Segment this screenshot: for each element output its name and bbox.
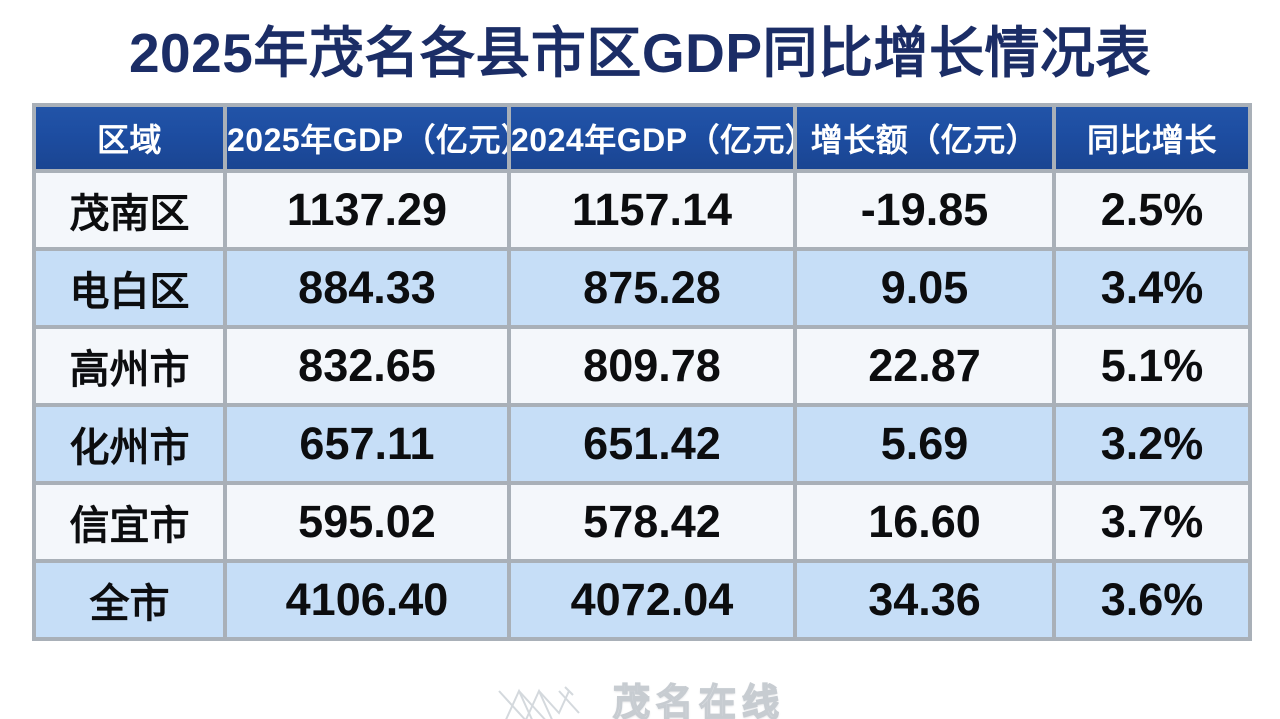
header-row: 区域 2025年GDP（亿元） 2024年GDP（亿元） 增长额（亿元） 同比增…: [32, 103, 1252, 174]
region-name: 高州市: [32, 325, 227, 408]
growth-amount-value: 9.05: [793, 247, 1056, 330]
table-row-maonan: 茂南区 1137.29 1157.14 -19.85 2.5%: [32, 169, 1252, 252]
watermark-site-name: 茂名在线: [612, 681, 785, 719]
gdp-2025-value: 832.65: [223, 325, 511, 408]
gdp-table: 区域 2025年GDP（亿元） 2024年GDP（亿元） 增长额（亿元） 同比增…: [32, 103, 1252, 642]
yoy-growth-value: 3.2%: [1052, 403, 1252, 486]
col-header-gdp-2025: 2025年GDP（亿元）: [223, 103, 511, 174]
growth-amount-value: 34.36: [793, 559, 1056, 642]
region-name: 化州市: [32, 403, 227, 486]
growth-amount-value: 5.69: [793, 403, 1056, 486]
gdp-2024-value: 1157.14: [507, 169, 797, 252]
gdp-table-container: 区域 2025年GDP（亿元） 2024年GDP（亿元） 增长额（亿元） 同比增…: [32, 103, 1252, 642]
gdmm-lattice-logo-icon: [498, 686, 580, 719]
region-name: 茂南区: [32, 169, 227, 252]
gdp-2025-value: 1137.29: [223, 169, 511, 252]
yoy-growth-value: 3.7%: [1052, 481, 1252, 564]
yoy-growth-value: 2.5%: [1052, 169, 1252, 252]
col-header-region: 区域: [32, 103, 227, 174]
gdp-2025-value: 4106.40: [223, 559, 511, 642]
region-name: 电白区: [32, 247, 227, 330]
growth-amount-value: -19.85: [793, 169, 1056, 252]
page-title: 2025年茂名各县市区GDP同比增长情况表: [128, 22, 1152, 84]
gdp-2025-value: 884.33: [223, 247, 511, 330]
table-row-citywide-total: 全市 4106.40 4072.04 34.36 3.6%: [32, 559, 1252, 642]
table-row-dianbai: 电白区 884.33 875.28 9.05 3.4%: [32, 247, 1252, 330]
yoy-growth-value: 3.6%: [1052, 559, 1252, 642]
gdp-2024-value: 875.28: [507, 247, 797, 330]
region-name: 全市: [32, 559, 227, 642]
watermark-text: 茂名在线 WWW.GDMM.COM: [612, 681, 785, 719]
gdp-2024-value: 809.78: [507, 325, 797, 408]
gdp-2025-value: 657.11: [223, 403, 511, 486]
table-body: 茂南区 1137.29 1157.14 -19.85 2.5% 电白区 884.…: [32, 169, 1252, 642]
gdp-2024-value: 651.42: [507, 403, 797, 486]
growth-amount-value: 22.87: [793, 325, 1056, 408]
table-row-xinyi: 信宜市 595.02 578.42 16.60 3.7%: [32, 481, 1252, 564]
region-name: 信宜市: [32, 481, 227, 564]
gdp-2025-value: 595.02: [223, 481, 511, 564]
gdp-2024-value: 4072.04: [507, 559, 797, 642]
growth-amount-value: 16.60: [793, 481, 1056, 564]
table-header: 区域 2025年GDP（亿元） 2024年GDP（亿元） 增长额（亿元） 同比增…: [32, 103, 1252, 174]
yoy-growth-value: 5.1%: [1052, 325, 1252, 408]
table-row-gaozhou: 高州市 832.65 809.78 22.87 5.1%: [32, 325, 1252, 408]
site-watermark: 茂名在线 WWW.GDMM.COM: [495, 681, 785, 719]
col-header-gdp-2024: 2024年GDP（亿元）: [507, 103, 797, 174]
col-header-growth-amount: 增长额（亿元）: [793, 103, 1056, 174]
yoy-growth-value: 3.4%: [1052, 247, 1252, 330]
table-row-huazhou: 化州市 657.11 651.42 5.69 3.2%: [32, 403, 1252, 486]
gdp-2024-value: 578.42: [507, 481, 797, 564]
col-header-yoy-growth: 同比增长: [1052, 103, 1252, 174]
